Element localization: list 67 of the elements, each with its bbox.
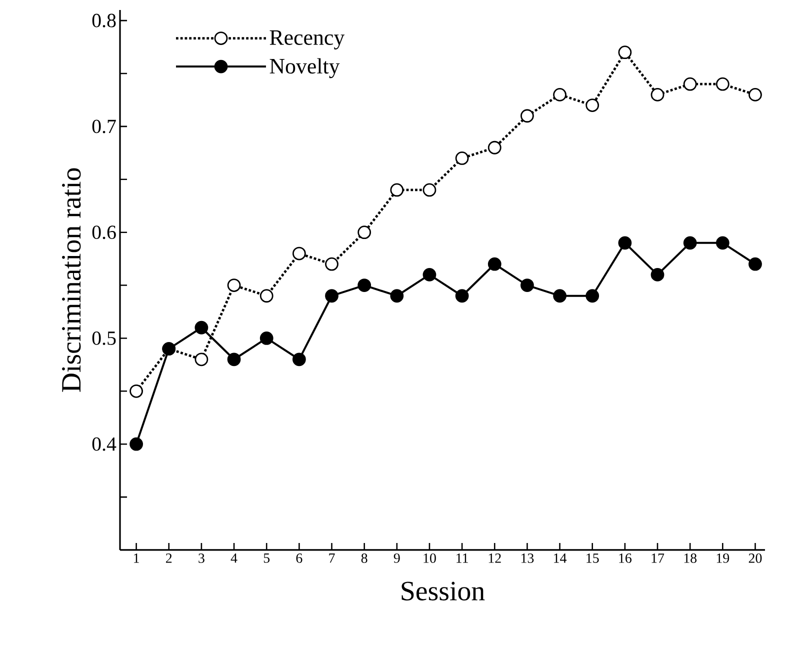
x-axis-title: Session [402, 582, 485, 600]
point [325, 289, 338, 303]
point [520, 109, 534, 123]
y-tick-label: 0.5 [92, 331, 116, 345]
point [130, 437, 143, 451]
x-tick-label: 7 [329, 553, 335, 563]
point [553, 289, 566, 303]
point [455, 152, 469, 165]
point [292, 246, 306, 260]
x-tick-label: 11 [456, 553, 468, 563]
point [422, 268, 436, 282]
point [716, 77, 730, 91]
legend-label: Novelty [270, 58, 340, 78]
point [488, 257, 502, 271]
point [455, 289, 469, 303]
point [748, 88, 762, 102]
x-tick-label: 16 [619, 554, 632, 563]
point [650, 268, 664, 282]
x-tick-label: 10 [424, 554, 436, 563]
legend-label: Recency [270, 30, 345, 50]
x-tick-label: 2 [166, 554, 172, 563]
point [325, 257, 338, 271]
x-tick-label: 20 [748, 554, 762, 563]
y-tick-label: 0.8 [92, 14, 116, 28]
x-tick-label: 8 [361, 554, 368, 563]
point [618, 46, 632, 60]
x-tick-label: 14 [554, 553, 567, 563]
point [553, 88, 566, 102]
x-tick-label: 17 [652, 553, 664, 563]
x-tick-label: 13 [521, 554, 534, 563]
point [716, 236, 730, 250]
x-tick-label: 3 [198, 554, 204, 563]
point [683, 236, 697, 250]
point [292, 352, 306, 366]
y-axis-title: Discrimination ratio [62, 168, 81, 392]
y-tick-label: 0.7 [92, 120, 116, 134]
point [227, 278, 241, 292]
x-tick-label: 19 [716, 554, 730, 563]
point [260, 289, 274, 303]
point [390, 289, 404, 303]
point [650, 88, 664, 102]
point [488, 140, 502, 154]
point [586, 98, 600, 112]
point [520, 278, 534, 292]
x-tick-label: 6 [296, 554, 302, 563]
y-tick-label: 0.4 [92, 437, 116, 451]
point [390, 183, 404, 197]
point [748, 257, 762, 271]
x-tick-label: 18 [684, 554, 697, 563]
x-tick-label: 1 [134, 553, 139, 563]
x-tick-label: 12 [488, 554, 501, 563]
point [194, 352, 208, 366]
point [586, 289, 600, 303]
point [358, 226, 372, 240]
x-tick-label: 9 [394, 554, 400, 563]
point [130, 384, 143, 398]
y-tick-label: 0.6 [92, 226, 116, 240]
point [358, 278, 372, 292]
point [683, 77, 697, 91]
point [618, 236, 632, 250]
x-tick-label: 5 [264, 553, 270, 563]
point [260, 332, 274, 345]
x-tick-label: 4 [230, 553, 238, 563]
point [422, 183, 436, 197]
point [227, 352, 241, 366]
point [194, 320, 208, 334]
x-tick-label: 15 [586, 553, 599, 563]
